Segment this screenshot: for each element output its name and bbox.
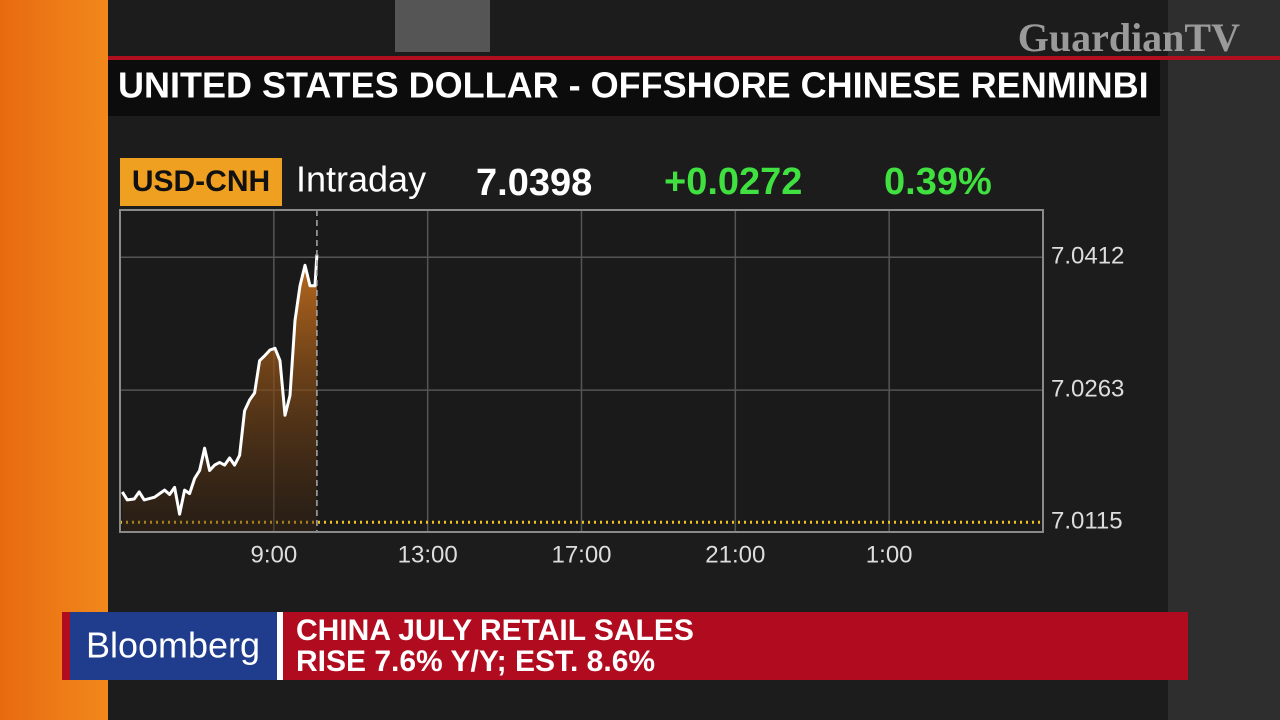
x-tick-label: 21:00 <box>705 541 765 568</box>
title-bar <box>108 60 1160 116</box>
x-tick-label: 13:00 <box>398 541 458 568</box>
y-tick-label: 7.0412 <box>1051 243 1124 270</box>
change-pct: 0.39% <box>884 161 992 203</box>
watermark: GuardianTV <box>1018 15 1240 60</box>
side-strip <box>0 0 115 720</box>
y-tick-label: 7.0115 <box>1051 508 1123 535</box>
brand: Bloomberg <box>86 625 260 666</box>
change: +0.0272 <box>664 161 802 203</box>
x-tick-label: 9:00 <box>250 541 297 568</box>
headline-line: CHINA JULY RETAIL SALES <box>296 614 694 647</box>
chart: 9:00 13:00 17:00 21:00 1:00 7.0115 7.0263 7.041… <box>120 210 1124 568</box>
area <box>122 254 317 532</box>
ticker: USD-CNH <box>132 165 270 198</box>
title: UNITED STATES DOLLAR - OFFSHORE CHINESE … <box>118 65 1149 106</box>
period: Intraday <box>296 159 426 200</box>
backdrop <box>1168 0 1280 720</box>
last-price: 7.0398 <box>476 162 592 204</box>
brand-box <box>70 612 277 680</box>
x-tick-label: 17:00 <box>551 541 611 568</box>
divider <box>277 612 283 680</box>
line <box>121 254 319 516</box>
ticker-badge <box>120 158 282 206</box>
title-rule <box>108 56 1280 60</box>
headline-line: RISE 7.6% Y/Y; EST. 8.6% <box>296 645 655 678</box>
y-tick-label: 7.0263 <box>1051 376 1124 403</box>
plot-frame <box>119 209 1044 533</box>
x-tick-label: 1:00 <box>866 541 913 568</box>
backdrop-light <box>395 0 490 52</box>
